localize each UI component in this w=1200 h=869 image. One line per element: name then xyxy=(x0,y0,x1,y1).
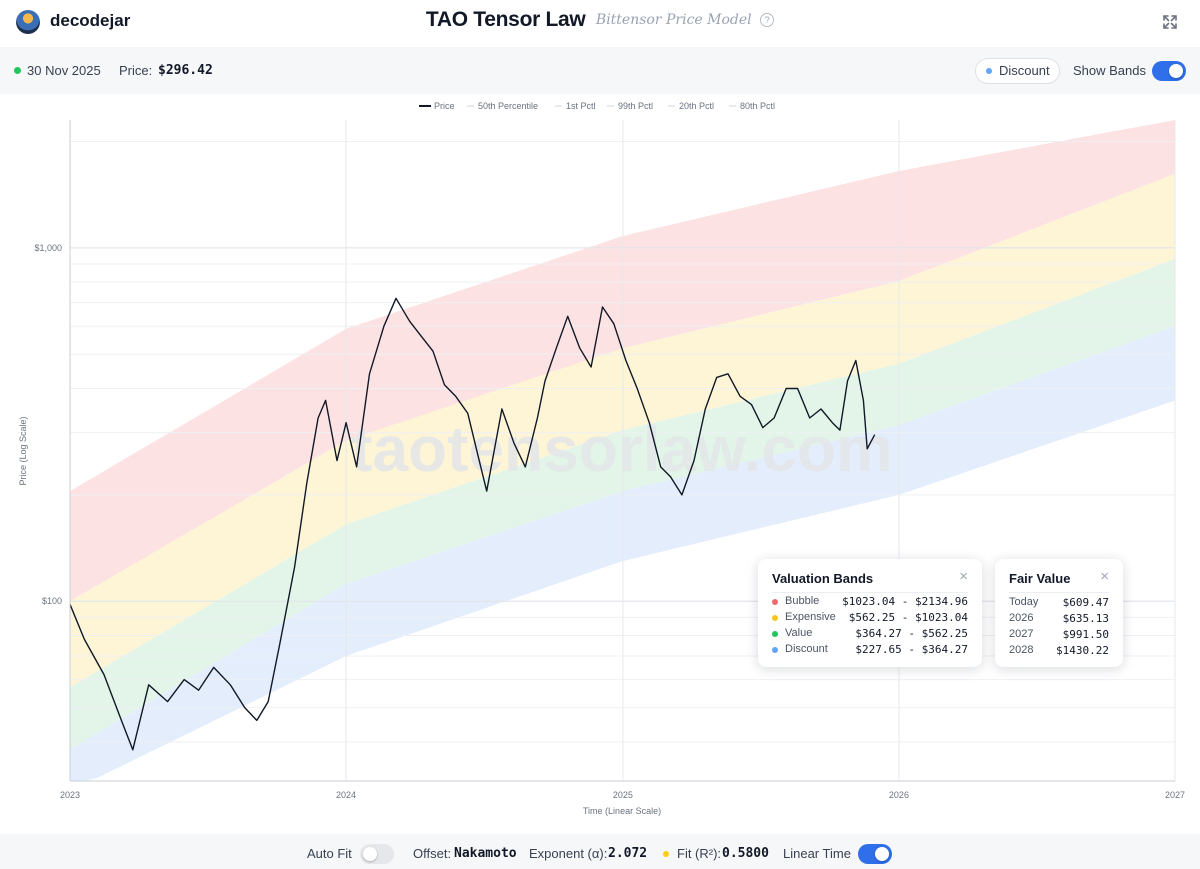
discount-badge[interactable]: Discount xyxy=(975,58,1060,84)
band-row: Bubble $1023.04 - $2134.96 xyxy=(772,595,968,611)
auto-fit-label: Auto Fit xyxy=(307,846,352,861)
expensive-dot xyxy=(772,615,778,621)
band-range: $227.65 - $364.27 xyxy=(855,643,968,656)
band-name: Value xyxy=(785,627,813,639)
toggle-knob xyxy=(363,847,377,861)
band-range: $1023.04 - $2134.96 xyxy=(842,595,968,608)
x-tick-label: 2026 xyxy=(889,790,909,800)
expand-icon[interactable] xyxy=(1161,13,1179,31)
discount-dot xyxy=(986,68,992,74)
chart-grid xyxy=(69,120,1176,781)
auto-fit-toggle[interactable] xyxy=(360,844,394,864)
divider xyxy=(772,592,968,593)
x-tick-label: 2023 xyxy=(60,790,80,800)
show-bands-label: Show Bands xyxy=(1073,63,1146,78)
linear-time-toggle[interactable] xyxy=(858,844,892,864)
exponent-label: Exponent (α): xyxy=(529,846,608,861)
exponent-value[interactable]: 2.072 xyxy=(608,846,648,861)
fair-value-row: 2028 $1430.22 xyxy=(1009,644,1109,660)
band-range: $562.25 - $1023.04 xyxy=(848,611,968,624)
price-value: $296.42 xyxy=(158,63,213,78)
offset-value[interactable]: Nakamoto xyxy=(454,846,517,861)
live-status-dot xyxy=(14,67,21,74)
legend-item: 50th Percentile xyxy=(478,101,538,111)
legend-item: 99th Pctl xyxy=(618,101,653,111)
bubble-dot xyxy=(772,599,778,605)
price-chart[interactable]: taotensorlaw.com $100 $1,000 2023 2024 2025 2… xyxy=(0,94,1200,834)
fair-value-row: 2026 $635.13 xyxy=(1009,612,1109,628)
fit-value: 0.5800 xyxy=(722,846,769,861)
toggle-knob xyxy=(875,847,889,861)
x-tick-label: 2025 xyxy=(613,790,633,800)
legend-item: 1st Pctl xyxy=(566,101,596,111)
settings-bar: Auto Fit Offset: Nakamoto Exponent (α): … xyxy=(0,834,1200,869)
fair-value-card-title: Fair Value xyxy=(1009,571,1071,586)
fair-value-amount: $1430.22 xyxy=(1056,644,1109,657)
fair-value-row: Today $609.47 xyxy=(1009,596,1109,612)
y-tick-label: $1,000 xyxy=(34,243,62,253)
x-axis-label: Time (Linear Scale) xyxy=(583,806,661,816)
page-subtitle: Bittensor Price Model xyxy=(595,12,752,28)
legend-item: Price xyxy=(434,101,455,111)
price-line xyxy=(69,297,876,751)
chart-legend[interactable]: Price 50th Percentile 1st Pctl 99th Pctl 20t… xyxy=(419,101,775,111)
band-range: $364.27 - $562.25 xyxy=(855,627,968,640)
page-title: TAO Tensor Law xyxy=(425,8,586,31)
fair-value-period: Today xyxy=(1009,596,1039,608)
discount-label: Discount xyxy=(999,63,1050,78)
fair-value-amount: $991.50 xyxy=(1062,628,1109,641)
fair-value-row: 2027 $991.50 xyxy=(1009,628,1109,644)
help-icon[interactable]: ? xyxy=(760,13,775,27)
close-icon[interactable]: × xyxy=(1100,568,1109,585)
fair-value-amount: $609.47 xyxy=(1062,596,1109,609)
valuation-card-title: Valuation Bands xyxy=(772,571,874,586)
fair-value-period: 2027 xyxy=(1009,628,1034,640)
info-bar: 30 Nov 2025 Price: $296.42 Discount Show… xyxy=(0,47,1200,94)
legend-item: 80th Pctl xyxy=(740,101,775,111)
band-row: Expensive $562.25 - $1023.04 xyxy=(772,611,968,627)
value-dot xyxy=(772,631,778,637)
divider xyxy=(1009,592,1109,593)
offset-label: Offset: xyxy=(413,846,452,861)
linear-time-label: Linear Time xyxy=(783,846,851,861)
current-date: 30 Nov 2025 xyxy=(27,63,101,78)
top-bar: decodejar TAO Tensor Law Bittensor Price… xyxy=(0,0,1200,46)
price-series xyxy=(69,297,876,751)
fair-value-card: Fair Value × Today $609.47 2026 $635.13 … xyxy=(995,559,1123,667)
fit-label: Fit (R²): xyxy=(677,846,722,861)
avatar[interactable] xyxy=(16,10,40,34)
close-icon[interactable]: × xyxy=(959,568,968,585)
band-row: Discount $227.65 - $364.27 xyxy=(772,643,968,659)
fair-value-amount: $635.13 xyxy=(1062,612,1109,625)
discount-dot xyxy=(772,647,778,653)
x-tick-label: 2024 xyxy=(336,790,356,800)
toggle-knob xyxy=(1169,64,1183,78)
watermark: taotensorlaw.com xyxy=(351,413,893,485)
band-name: Expensive xyxy=(785,611,836,623)
chart-axes: $100 $1,000 2023 2024 2025 2026 2027 xyxy=(34,120,1185,800)
valuation-bands-card: Valuation Bands × Bubble $1023.04 - $213… xyxy=(758,559,982,667)
fair-value-period: 2026 xyxy=(1009,612,1034,624)
username[interactable]: decodejar xyxy=(50,11,131,30)
price-label: Price: xyxy=(119,63,153,78)
show-bands-toggle[interactable] xyxy=(1152,61,1186,81)
x-tick-label: 2027 xyxy=(1165,790,1185,800)
y-tick-label: $100 xyxy=(42,596,62,606)
band-name: Bubble xyxy=(785,595,820,607)
band-row: Value $364.27 - $562.25 xyxy=(772,627,968,643)
fit-status-dot xyxy=(663,851,669,857)
y-axis-label: Price (Log Scale) xyxy=(18,416,28,485)
title-group: TAO Tensor Law Bittensor Price Model ? xyxy=(0,8,1200,32)
fair-value-period: 2028 xyxy=(1009,644,1034,656)
band-name: Discount xyxy=(785,643,828,655)
legend-item: 20th Pctl xyxy=(679,101,714,111)
